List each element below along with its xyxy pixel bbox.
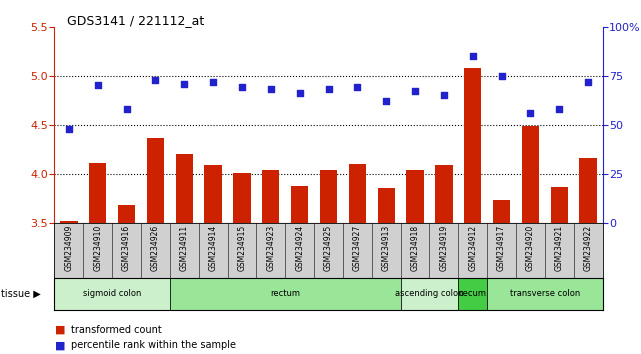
Text: GSM234917: GSM234917 xyxy=(497,225,506,271)
Text: GSM234921: GSM234921 xyxy=(554,225,564,271)
Point xyxy=(467,53,478,59)
Bar xyxy=(204,165,222,223)
Text: GSM234913: GSM234913 xyxy=(381,225,391,271)
Text: GDS3141 / 221112_at: GDS3141 / 221112_at xyxy=(67,14,204,27)
Bar xyxy=(170,278,401,310)
Text: ■: ■ xyxy=(54,340,65,350)
Text: GSM234912: GSM234912 xyxy=(468,225,478,271)
Text: transverse colon: transverse colon xyxy=(510,289,580,298)
Text: GSM234920: GSM234920 xyxy=(526,225,535,271)
Point xyxy=(583,79,594,84)
Text: rectum: rectum xyxy=(271,289,300,298)
Bar xyxy=(378,188,395,223)
Bar xyxy=(522,126,539,223)
Bar xyxy=(487,278,603,310)
Point xyxy=(64,126,74,132)
Text: GSM234922: GSM234922 xyxy=(583,225,593,271)
Point xyxy=(323,87,333,92)
Bar xyxy=(551,187,568,223)
Bar xyxy=(60,221,78,223)
Text: GSM234927: GSM234927 xyxy=(353,225,362,271)
Text: GSM234926: GSM234926 xyxy=(151,225,160,271)
Point xyxy=(496,73,506,79)
Bar xyxy=(349,164,366,223)
Text: GSM234918: GSM234918 xyxy=(410,225,420,271)
Bar xyxy=(291,186,308,223)
Text: transformed count: transformed count xyxy=(71,325,162,335)
Text: GSM234909: GSM234909 xyxy=(64,225,74,271)
Text: GSM234916: GSM234916 xyxy=(122,225,131,271)
Bar xyxy=(89,163,106,223)
Text: percentile rank within the sample: percentile rank within the sample xyxy=(71,340,235,350)
Text: GSM234915: GSM234915 xyxy=(237,225,247,271)
Point xyxy=(554,106,564,112)
Point xyxy=(179,81,190,86)
Bar xyxy=(233,173,251,223)
Text: GSM234914: GSM234914 xyxy=(208,225,218,271)
Bar xyxy=(435,165,453,223)
Bar xyxy=(406,170,424,223)
Point xyxy=(237,85,247,90)
Point xyxy=(353,85,363,90)
Text: ■: ■ xyxy=(54,325,65,335)
Bar xyxy=(401,278,458,310)
Bar xyxy=(493,200,510,223)
Text: tissue ▶: tissue ▶ xyxy=(1,289,41,299)
Bar xyxy=(579,158,597,223)
Point xyxy=(381,98,391,104)
Point xyxy=(525,110,535,116)
Text: ascending colon: ascending colon xyxy=(395,289,463,298)
Text: GSM234924: GSM234924 xyxy=(295,225,304,271)
Bar xyxy=(147,138,164,223)
Bar xyxy=(176,154,193,223)
Text: GSM234910: GSM234910 xyxy=(93,225,103,271)
Bar xyxy=(262,170,279,223)
Bar xyxy=(54,278,170,310)
Point xyxy=(410,88,420,94)
Point xyxy=(294,91,305,96)
Bar xyxy=(118,205,135,223)
Text: sigmoid colon: sigmoid colon xyxy=(83,289,142,298)
Text: GSM234925: GSM234925 xyxy=(324,225,333,271)
Text: GSM234923: GSM234923 xyxy=(266,225,276,271)
Point xyxy=(93,82,103,88)
Point xyxy=(208,79,218,84)
Bar xyxy=(464,68,481,223)
Point xyxy=(150,77,160,82)
Point xyxy=(122,106,132,112)
Bar xyxy=(320,170,337,223)
Point xyxy=(438,92,449,98)
Bar xyxy=(458,278,487,310)
Text: GSM234911: GSM234911 xyxy=(179,225,189,271)
Point xyxy=(265,87,276,92)
Text: cecum: cecum xyxy=(459,289,487,298)
Text: GSM234919: GSM234919 xyxy=(439,225,449,271)
